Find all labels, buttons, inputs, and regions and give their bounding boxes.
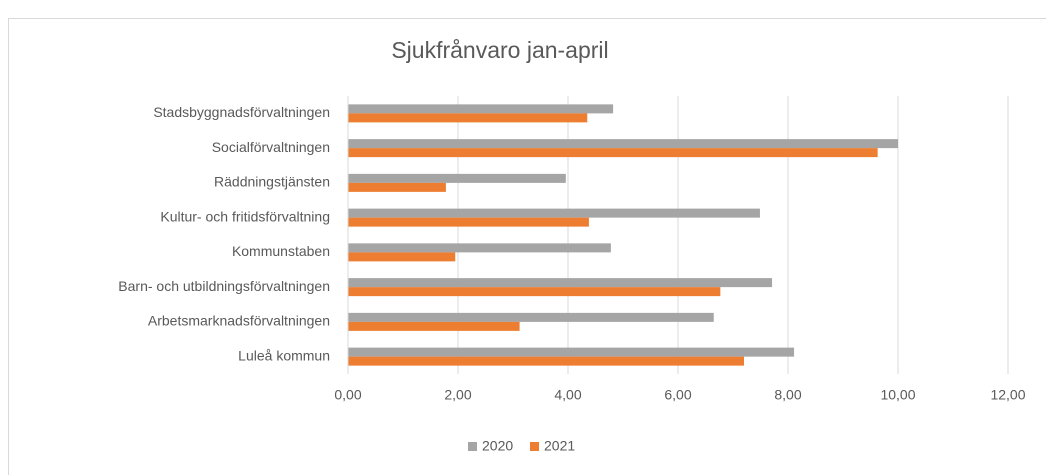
bar [348,356,744,366]
bar [348,321,520,331]
y-tick-label: Räddningstjänsten [214,174,330,190]
x-tick-label: 8,00 [774,387,801,403]
bar [348,182,446,192]
bar [348,278,773,288]
y-tick-label: Barn- och utbildningsförvaltningen [118,278,330,294]
legend-label: 2020 [482,438,513,454]
bar [348,113,588,123]
x-tick-label: 0,00 [334,387,361,403]
bar [348,252,456,262]
bar [348,173,566,183]
bar [348,148,878,158]
y-tick-label: Socialförvaltningen [212,139,330,155]
x-tick-label: 10,00 [880,387,915,403]
bar [348,208,760,218]
y-tick-label: Kultur- och fritidsförvaltning [160,208,330,224]
y-tick-label: Luleå kommun [238,347,330,363]
bar [348,243,611,253]
y-tick-label: Kommunstaben [232,243,330,259]
bar [348,312,714,322]
bar [348,347,795,357]
bar [348,139,898,149]
legend-swatch [468,442,477,451]
chart-title: Sjukfrånvaro jan-april [391,37,608,63]
x-tick-label: 2,00 [444,387,471,403]
bar [348,217,589,227]
y-tick-label: Arbetsmarknadsförvaltningen [148,313,330,329]
legend-label: 2021 [544,438,575,454]
x-tick-label: 6,00 [664,387,691,403]
y-tick-label: Stadsbyggnadsförvaltningen [153,104,330,120]
bar [348,104,614,114]
bar [348,287,721,297]
legend-swatch [530,442,539,451]
x-tick-label: 4,00 [554,387,581,403]
x-tick-label: 12,00 [990,387,1025,403]
